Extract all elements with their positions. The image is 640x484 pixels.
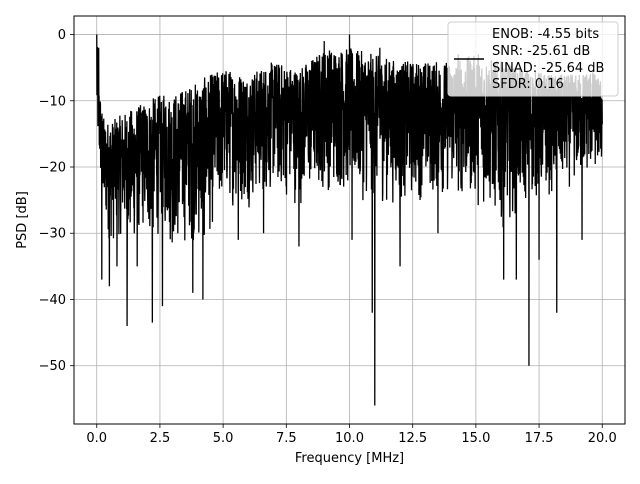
y-tick-label: −10 xyxy=(39,94,66,109)
y-tick-label: −20 xyxy=(39,161,66,176)
psd-series-line xyxy=(96,34,603,406)
legend: ENOB: -4.55 bits SNR: -25.61 dB SINAD: -… xyxy=(447,21,619,97)
x-tick-label: 12.5 xyxy=(398,431,427,446)
y-axis-label: PSD [dB] xyxy=(15,191,30,249)
x-axis-ticks: 0.0 2.5 5.0 7.5 10.0 12.5 15.0 17.5 20.0 xyxy=(86,424,617,446)
y-tick-label: −40 xyxy=(39,293,66,308)
x-tick-label: 7.5 xyxy=(276,431,297,446)
legend-line-snr: SNR: -25.61 dB xyxy=(492,44,590,59)
legend-line-enob: ENOB: -4.55 bits xyxy=(492,27,599,42)
x-tick-label: 17.5 xyxy=(525,431,554,446)
legend-line-sfdr: SFDR: 0.16 xyxy=(492,77,564,92)
x-axis-label: Frequency [MHz] xyxy=(295,451,404,466)
x-tick-label: 0.0 xyxy=(86,431,107,446)
x-tick-label: 5.0 xyxy=(213,431,234,446)
legend-box xyxy=(447,21,619,97)
x-tick-label: 10.0 xyxy=(335,431,364,446)
x-tick-label: 15.0 xyxy=(461,431,490,446)
x-tick-label: 20.0 xyxy=(588,431,617,446)
psd-series xyxy=(96,34,603,406)
x-tick-label: 2.5 xyxy=(150,431,171,446)
y-tick-label: 0 xyxy=(58,28,66,43)
y-tick-label: −50 xyxy=(39,359,66,374)
y-axis-ticks: 0 −10 −20 −30 −40 −50 xyxy=(39,28,74,374)
y-tick-label: −30 xyxy=(39,227,66,242)
legend-line-sinad: SINAD: -25.64 dB xyxy=(492,61,604,76)
